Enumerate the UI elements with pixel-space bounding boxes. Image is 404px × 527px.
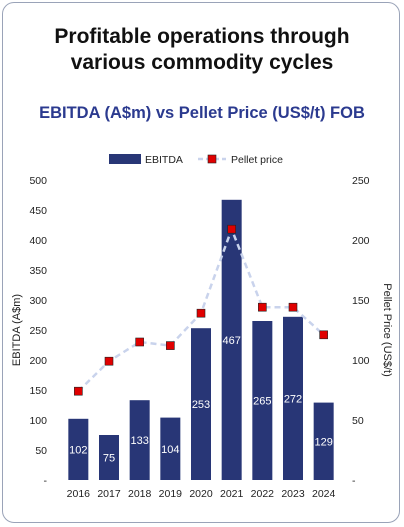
pellet-price-marker: [166, 341, 175, 350]
bar-ebitda: [129, 400, 150, 480]
y2-axis-label: Pellet Price (US$/t): [381, 283, 393, 377]
x-tick-label: 2020: [189, 488, 213, 500]
bar-ebitda: [313, 402, 334, 480]
headline-line-1: Profitable operations through: [54, 25, 350, 48]
bar-ebitda: [191, 328, 211, 480]
pellet-price-marker: [288, 302, 298, 312]
chart-card: [2, 2, 400, 523]
legend-ebitda-swatch: [109, 154, 141, 164]
y-tick-label: 100: [29, 415, 47, 427]
x-tick-label: 2022: [251, 488, 275, 500]
pellet-price-marker: [135, 337, 144, 347]
bar-value-label: 253: [192, 399, 210, 411]
headline-line-2: various commodity cycles: [70, 51, 334, 74]
bar-value-label: 75: [103, 453, 115, 465]
pellet-price-marker: [74, 386, 83, 396]
legend: EBITDA Pellet price: [109, 154, 283, 166]
x-tick-label: 2019: [159, 488, 183, 500]
bar-ebitda: [252, 321, 273, 480]
y-tick-label: 50: [35, 445, 47, 457]
y-tick-label: 450: [29, 205, 47, 217]
pellet-price-marker: [227, 224, 236, 234]
bar-value-label: 104: [161, 444, 179, 456]
x-tick-label: 2023: [281, 488, 305, 500]
y-tick-label: 150: [29, 385, 47, 397]
x-tick-label: 2021: [220, 488, 244, 500]
bar-ebitda: [99, 435, 119, 480]
pellet-price-marker: [258, 302, 267, 312]
bar-ebitda: [68, 418, 89, 480]
plot-area: - 50 100 150 200 250 300 350 400 450 500 - 50 100 150 2…: [29, 175, 369, 500]
y-tick-label: 400: [29, 235, 47, 247]
bar-value-label: 102: [69, 444, 87, 456]
chart-title: EBITDA (A$m) vs Pellet Price (US$/t) FOB: [39, 104, 365, 122]
y-tick-label: 300: [29, 295, 47, 307]
y2-tick-label: 150: [352, 295, 370, 307]
y2-tick-label: -: [352, 475, 356, 487]
y-tick-label: 350: [29, 265, 47, 277]
bar-ebitda: [221, 199, 242, 481]
legend-ebitda-label: EBITDA: [145, 154, 183, 166]
bar-value-label: 265: [253, 396, 271, 408]
legend-pellet-marker: [207, 154, 217, 164]
bar-value-label: 129: [314, 436, 332, 448]
y-tick-label: 250: [29, 325, 47, 337]
y2-tick-label: 50: [352, 415, 364, 427]
y-tick-label: -: [44, 475, 48, 487]
pellet-price-marker: [104, 356, 114, 366]
y-axis-label: EBITDA (A$m): [11, 294, 23, 366]
bar-value-label: 272: [284, 393, 302, 405]
bar-value-label: 467: [222, 335, 240, 347]
x-tick-label: 2017: [97, 488, 121, 500]
y2-tick-label: 200: [352, 235, 370, 247]
pellet-price-marker: [319, 330, 328, 340]
bar-ebitda: [283, 316, 303, 480]
y2-tick-label: 100: [352, 355, 370, 367]
y-tick-label: 500: [29, 175, 47, 187]
pellet-price-marker: [196, 308, 206, 318]
headline: Profitable operations through various co…: [0, 24, 404, 76]
legend-pellet-label: Pellet price: [231, 154, 283, 166]
y-tick-label: 200: [29, 355, 47, 367]
bar-ebitda: [160, 417, 181, 480]
x-tick-label: 2018: [128, 488, 152, 500]
x-tick-label: 2016: [67, 488, 91, 500]
y2-tick-label: 250: [352, 175, 370, 187]
bar-value-label: 133: [130, 435, 148, 447]
x-tick-label: 2024: [312, 488, 336, 500]
